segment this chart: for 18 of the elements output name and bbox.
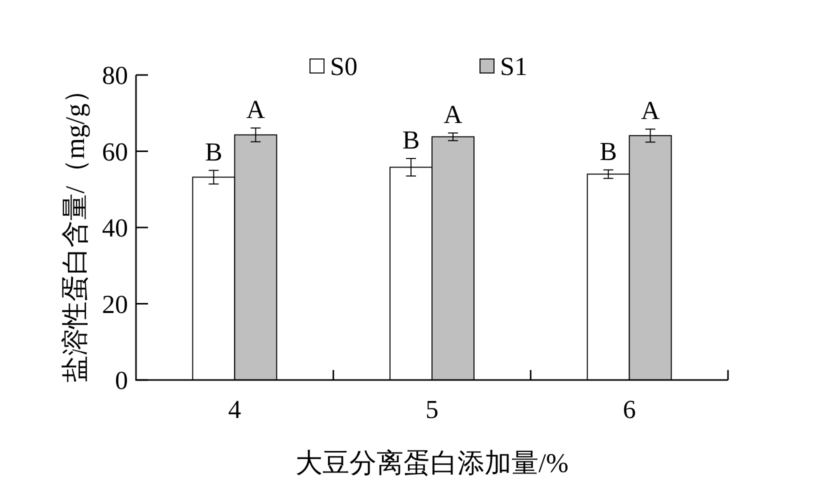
- x-tick-label: 5: [426, 395, 438, 424]
- y-tick-label: 20: [102, 290, 128, 319]
- y-tick-label: 80: [102, 61, 128, 90]
- y-tick-label: 60: [102, 137, 128, 166]
- y-tick-label: 0: [115, 366, 128, 395]
- annotation: B: [600, 136, 618, 166]
- legend-label: S1: [500, 52, 528, 81]
- annotation: A: [246, 94, 266, 124]
- legend-label: S0: [330, 52, 358, 81]
- annotation: A: [640, 96, 660, 126]
- annotation: B: [402, 125, 420, 154]
- y-tick-label: 40: [102, 214, 128, 242]
- x-tick-label: 6: [622, 395, 636, 424]
- y-axis-title: 盐溶性蛋白含量/（mg/g）: [60, 76, 90, 383]
- annotation: B: [204, 137, 222, 166]
- annotation: A: [444, 100, 463, 129]
- x-axis-title: 大豆分离蛋白添加量/%: [296, 448, 568, 478]
- x-tick-label: 4: [228, 395, 242, 424]
